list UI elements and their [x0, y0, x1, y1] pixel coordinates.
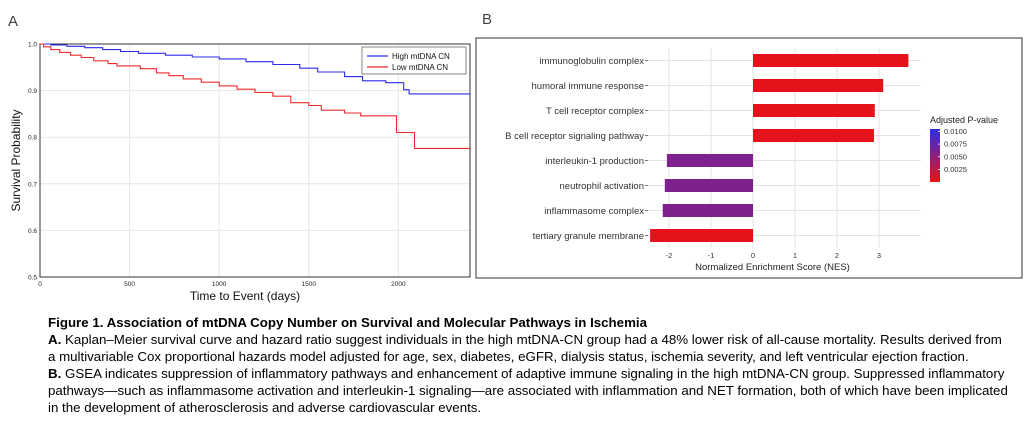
- figure-panels: 0 500 1000 1500 2000 0.5 0.6 0.7 0.8 0.9 1.0 Time t…: [9, 37, 1023, 303]
- km-y-tick-label: 1.0: [28, 42, 37, 49]
- gsea-color-legend: Adjusted P-value 0.0100 0.0075 0.0050 0.0025: [930, 115, 998, 182]
- km-legend-box: [361, 46, 467, 75]
- gsea-x-tick-label: -2: [666, 251, 673, 260]
- gsea-bar-3: [753, 129, 874, 142]
- km-x-tick-label: 0: [38, 281, 42, 288]
- gsea-legend-tick-label: 0.0050: [944, 152, 967, 161]
- gsea-legend-tick-label: 0.0025: [944, 165, 967, 174]
- km-y-tick-label: 0.9: [28, 88, 37, 95]
- gsea-bar-6: [662, 204, 753, 217]
- gsea-x-tick-label: 1: [793, 251, 797, 260]
- gsea-x-tick-label: -1: [708, 251, 715, 260]
- gsea-legend-tick-label: 0.0075: [944, 140, 967, 149]
- km-x-tick-label: 2000: [391, 281, 406, 288]
- km-y-axis-label: Survival Probability: [9, 109, 23, 211]
- gsea-legend-colorbar: [930, 129, 940, 182]
- gsea-category-label-7: tertiary granule membrane: [533, 231, 644, 242]
- figure-caption: Figure 1. Association of mtDNA Copy Numb…: [48, 314, 1008, 416]
- km-series-line-0: [40, 43, 470, 95]
- gsea-bar-0: [753, 54, 909, 67]
- gsea-bar-chart: immunoglobulin complex humoral immune res…: [475, 37, 1023, 279]
- gsea-legend-title: Adjusted P-value: [930, 115, 998, 125]
- km-series-line-1: [40, 43, 470, 149]
- gsea-legend-tick-label: 0.0100: [944, 127, 967, 136]
- gsea-category-label-0: immunoglobulin complex: [539, 56, 644, 67]
- km-y-tick-label: 0.5: [28, 275, 37, 282]
- gsea-x-axis-label: Normalized Enrichment Score (NES): [695, 262, 850, 273]
- gsea-bar-2: [753, 104, 875, 117]
- km-survival-chart: 0 500 1000 1500 2000 0.5 0.6 0.7 0.8 0.9 1.0 Time t…: [9, 42, 471, 303]
- gsea-category-label-1: humoral immune response: [532, 81, 644, 92]
- km-legend: High mtDNA CN Low mtDNA CN: [361, 46, 467, 75]
- caption-title: Figure 1. Association of mtDNA Copy Numb…: [48, 315, 647, 330]
- km-y-tick-label: 0.6: [28, 228, 37, 235]
- gsea-category-label-6: inflammasome complex: [544, 206, 644, 217]
- gsea-x-tick-label: 0: [751, 251, 755, 260]
- km-plot-frame: [39, 43, 471, 278]
- km-y-tick-label: 0.8: [28, 135, 37, 142]
- panel-a-letter: A: [8, 13, 19, 30]
- gsea-category-label-4: interleukin-1 production: [545, 156, 644, 167]
- gsea-category-label-3: B cell receptor signaling pathway: [505, 131, 644, 142]
- km-y-tick-label: 0.7: [28, 181, 37, 188]
- km-legend-label-1: Low mtDNA CN: [392, 63, 448, 72]
- gsea-x-tick-label: 2: [835, 251, 839, 260]
- caption-a-label: A.: [48, 332, 62, 347]
- gsea-x-tick-label: 3: [877, 251, 881, 260]
- caption-b-text: GSEA indicates suppression of inflammato…: [48, 366, 1008, 415]
- gsea-category-label-5: neutrophil activation: [560, 181, 645, 192]
- caption-b-label: B.: [48, 366, 62, 381]
- gsea-bar-7: [650, 229, 753, 242]
- caption-part-a: A. Kaplan–Meier survival curve and hazar…: [48, 331, 1008, 365]
- gsea-category-label-2: T cell receptor complex: [546, 106, 644, 117]
- gsea-bar-4: [666, 154, 753, 167]
- gsea-bar-1: [753, 79, 884, 92]
- gsea-bar-5: [664, 179, 753, 192]
- km-x-tick-label: 1000: [212, 281, 227, 288]
- km-x-tick-label: 1500: [302, 281, 317, 288]
- caption-part-b: B. GSEA indicates suppression of inflamm…: [48, 365, 1008, 416]
- km-x-axis-label: Time to Event (days): [190, 289, 300, 303]
- panel-b-letter: B: [482, 11, 493, 28]
- km-x-tick-label: 500: [124, 281, 135, 288]
- km-legend-label-0: High mtDNA CN: [392, 52, 450, 61]
- caption-a-text: Kaplan–Meier survival curve and hazard r…: [48, 332, 1002, 364]
